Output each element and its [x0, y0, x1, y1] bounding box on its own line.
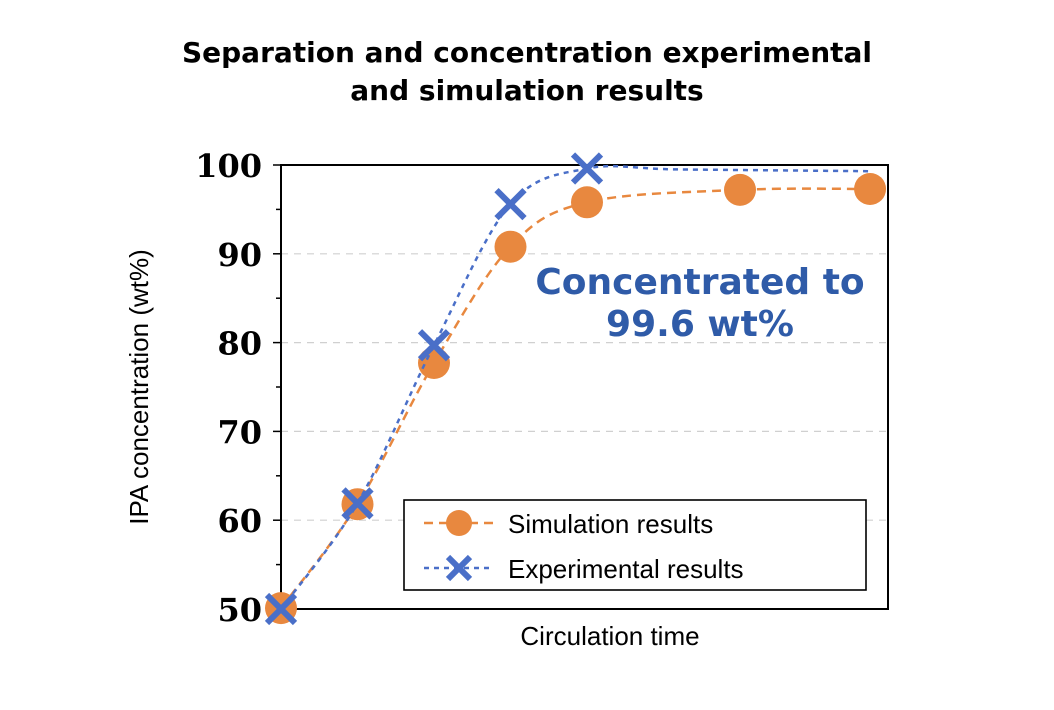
y-axis-label: IPA concentration (wt%) [124, 249, 154, 525]
simulation-point [418, 347, 450, 380]
simulation-point [724, 173, 756, 206]
experimental-point [494, 187, 527, 221]
legend-label-simulation: Simulation results [508, 509, 713, 539]
simulation-point [571, 186, 603, 219]
y-tick-label: 60 [217, 502, 262, 540]
legend-marker-experimental-stroke-b [445, 554, 473, 582]
annotation-line-1: Concentrated to [535, 262, 864, 303]
experimental-point-stroke-b [494, 187, 527, 221]
legend-label-experimental: Experimental results [508, 554, 744, 584]
legend-marker-experimental [445, 554, 473, 582]
experimental-point [341, 487, 374, 520]
simulation-point [854, 172, 887, 205]
y-tick-label: 70 [217, 413, 262, 451]
experimental-point [264, 592, 298, 626]
y-tick-label: 80 [217, 325, 262, 363]
chart-title: Separation and concentration experimenta… [0, 34, 1054, 110]
x-axis-label: Circulation time [520, 621, 699, 651]
experimental-point-stroke-b [341, 487, 374, 520]
experimental-point [570, 152, 604, 185]
chart-title-line-1: Separation and concentration experimenta… [181, 36, 873, 69]
experimental-point [417, 329, 451, 362]
experimental-point-stroke-b [570, 152, 604, 185]
legend-marker-simulation [446, 510, 472, 536]
experimental-point-stroke-b [264, 592, 298, 626]
y-axis: 50 60 70 80 90 100 [195, 147, 281, 629]
annotation-line-2: 99.6 wt% [606, 304, 794, 345]
annotation: Concentrated to 99.6 wt% [535, 262, 864, 345]
y-tick-label: 100 [195, 147, 262, 185]
simulation-point [494, 230, 527, 263]
series-experimental [264, 152, 871, 626]
y-tick-label: 50 [217, 591, 262, 629]
chart-title-line-2: and simulation results [350, 74, 704, 107]
y-tick-label: 90 [217, 236, 262, 274]
legend-box [403, 499, 867, 591]
legend: Simulation results Experimental results [403, 499, 867, 591]
experimental-point-stroke-b [417, 329, 451, 362]
